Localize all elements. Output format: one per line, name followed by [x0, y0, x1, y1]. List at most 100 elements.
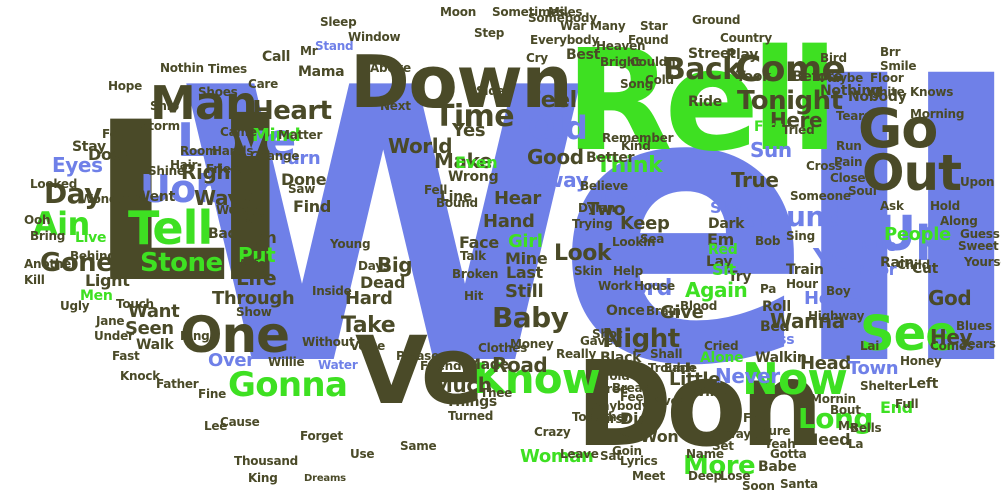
word: Friend [420, 359, 462, 373]
word: Goin [612, 444, 642, 458]
word: Song [620, 77, 654, 91]
word: Sing [786, 229, 815, 243]
word: Keep [620, 213, 670, 234]
word: Woman [520, 446, 594, 467]
word: Yourself [964, 255, 1001, 269]
word: Nobody [848, 89, 907, 105]
word: Break [612, 381, 651, 395]
word: Blue [858, 236, 897, 255]
word: Shelter [860, 379, 908, 393]
word: Way [194, 186, 241, 210]
word: Another [24, 257, 77, 271]
word: Bob [755, 234, 781, 248]
word: Dead [360, 273, 406, 292]
word: Country [720, 31, 772, 45]
word: Next [380, 99, 411, 113]
word: Set [712, 439, 734, 453]
word: Someone [790, 189, 851, 203]
word: Rain [880, 255, 914, 271]
word: Behind [70, 249, 116, 263]
word: Far [236, 208, 264, 227]
word: Everybody [530, 33, 599, 47]
word: Put [238, 243, 276, 267]
word: Run [836, 139, 862, 153]
word: Shine [148, 164, 185, 178]
word: Left [908, 376, 939, 392]
word: Wind [690, 384, 730, 400]
word: Ring [180, 329, 210, 343]
word: Turned [448, 409, 494, 423]
word: Find [293, 197, 331, 216]
word: Stay [72, 139, 106, 155]
word: Fire [754, 119, 784, 135]
word: Mornin [810, 392, 856, 406]
word: Well [175, 9, 1001, 449]
word: Mind [252, 125, 301, 146]
word: Lai [860, 339, 880, 353]
word: Last [506, 263, 543, 282]
word: Saw [288, 182, 316, 196]
word: Town [848, 358, 899, 379]
word: Cross [806, 159, 843, 173]
word: Care [248, 77, 279, 91]
word: Jane [96, 314, 125, 328]
word: Give [660, 302, 704, 323]
word: Honey [900, 354, 942, 368]
word: Forget [300, 429, 343, 443]
word: Two [587, 199, 626, 220]
word: Mine [505, 249, 548, 268]
word: Home [804, 288, 861, 309]
word: Ooh [24, 213, 51, 227]
word: Life [236, 266, 277, 290]
word: Til [236, 174, 255, 190]
word: Knock [120, 369, 160, 383]
word: Guess [960, 227, 1000, 241]
word: Feet [620, 390, 649, 404]
word: Shot [592, 327, 623, 341]
word: Sweet [958, 239, 999, 253]
word: Night [602, 324, 680, 354]
word: Wanna [770, 309, 845, 333]
word: Seen [125, 318, 174, 339]
word: Time [434, 99, 515, 134]
word: Play [726, 47, 759, 63]
word: Hey [930, 325, 973, 349]
word: Up [877, 206, 949, 262]
word: Walkin [755, 350, 807, 366]
word: Train [786, 262, 824, 278]
word: Again [685, 278, 748, 302]
word: Told [603, 369, 630, 383]
word: Father [156, 377, 199, 391]
word: Step [474, 26, 505, 40]
word: Days [358, 259, 390, 273]
word: Bells [850, 421, 882, 435]
word: Remember [602, 131, 674, 145]
word: Good [527, 145, 584, 169]
word: Door [88, 145, 130, 164]
word: Bad [208, 226, 238, 242]
word: Brr [880, 45, 901, 59]
word: Looked [30, 177, 78, 191]
word: Still [505, 281, 544, 302]
word: Lookin [612, 235, 656, 249]
word: Along [940, 214, 978, 228]
word: Always [712, 427, 758, 441]
word: Ll [90, 75, 288, 331]
word: Water [318, 358, 358, 372]
word: Free [599, 382, 628, 396]
word: Ain [33, 205, 90, 243]
word: True [731, 168, 779, 192]
word: Close [830, 171, 866, 185]
word: Uoh [140, 167, 223, 211]
word: Hit [464, 289, 484, 303]
word: End [880, 398, 913, 417]
word: Red [708, 242, 738, 258]
word: Look [554, 241, 612, 266]
word: Yes [452, 120, 486, 141]
word: Walk [136, 337, 174, 353]
word: Sky [710, 198, 742, 217]
word: One [180, 306, 290, 364]
word: Help [613, 264, 643, 278]
word: Ride [688, 94, 722, 110]
